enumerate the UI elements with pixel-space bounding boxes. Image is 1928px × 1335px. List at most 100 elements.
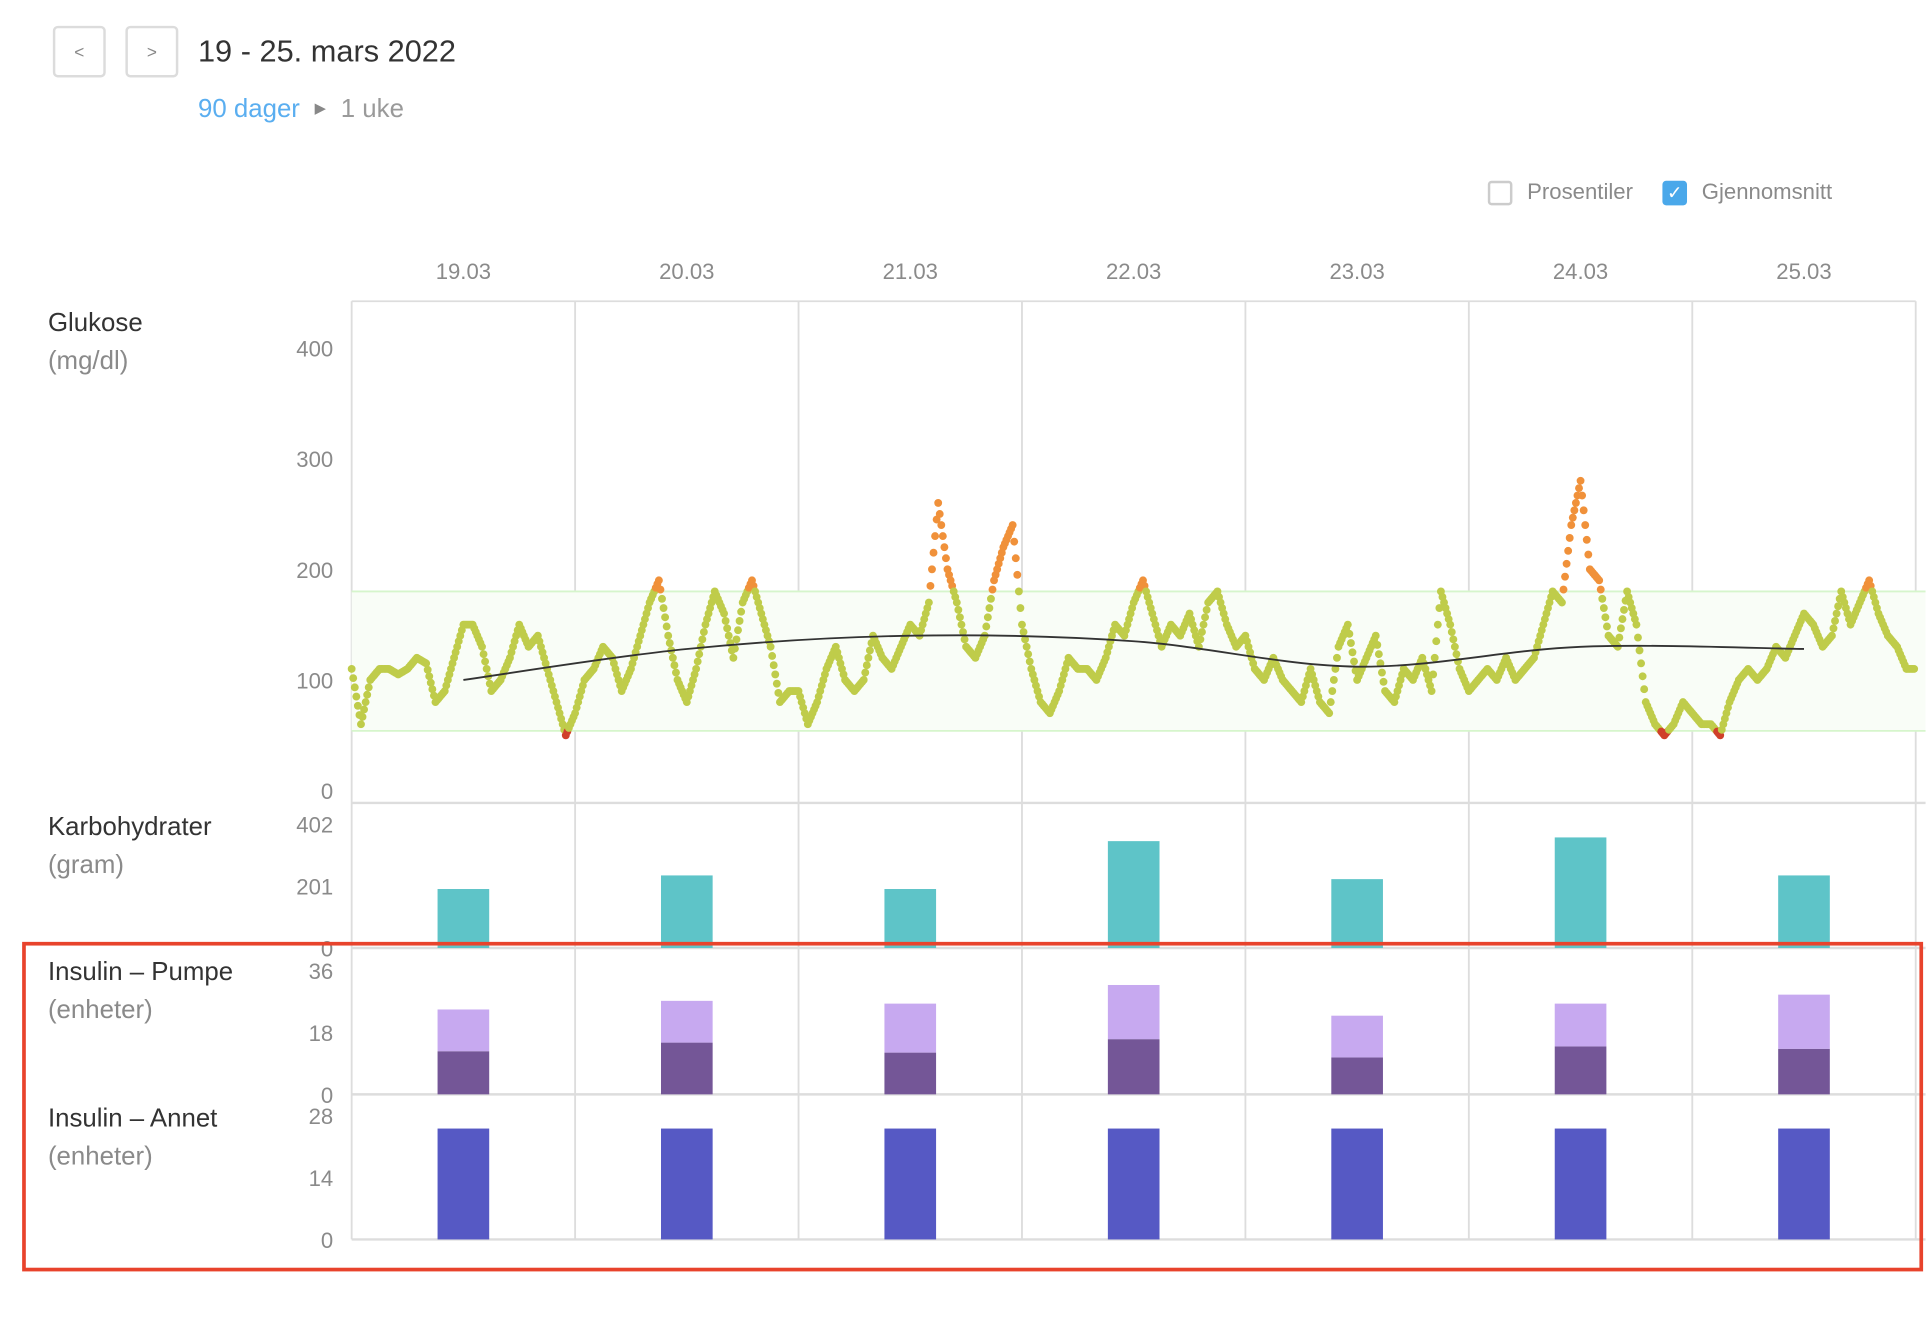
- glucose-point: [353, 701, 362, 710]
- glucose-point: [859, 676, 868, 684]
- glucose-point: [723, 624, 732, 633]
- glucose-point: [1325, 709, 1334, 718]
- day-label: 24.03: [1553, 259, 1608, 284]
- bolus-insulin-bar: [1778, 994, 1830, 1049]
- glucose-point: [665, 639, 674, 648]
- glucose-point: [1640, 685, 1649, 694]
- glucose-point: [1446, 620, 1455, 629]
- day-label: 21.03: [883, 259, 938, 284]
- glucose-point: [960, 635, 969, 644]
- day-label: 25.03: [1776, 259, 1831, 284]
- glucose-point: [926, 581, 935, 590]
- percentiles-checkbox[interactable]: Prosentiler: [1487, 180, 1633, 206]
- carbs-bar: [1778, 875, 1830, 949]
- glucose-title: Glukose: [47, 308, 143, 337]
- glucose-point: [1432, 637, 1441, 646]
- glucose-point: [942, 554, 950, 563]
- glucose-point: [1575, 484, 1583, 493]
- glucose-point: [769, 661, 778, 670]
- glucose-point: [364, 683, 373, 692]
- glucose-point: [937, 521, 946, 529]
- glucose-point: [1596, 585, 1605, 594]
- glucose-point: [1582, 535, 1591, 544]
- glucose-point: [1829, 624, 1838, 633]
- carbs-bar: [437, 889, 490, 949]
- glucose-point: [1379, 677, 1388, 686]
- bolus-insulin-bar: [1107, 984, 1160, 1040]
- glucose-point: [698, 635, 707, 644]
- glucose-point: [985, 604, 994, 612]
- glucose-point: [1019, 628, 1028, 636]
- glucose-point: [426, 678, 435, 687]
- glucose-point: [658, 594, 666, 603]
- glucose-point: [774, 688, 783, 697]
- carbs-bar: [1107, 841, 1160, 949]
- bolus-insulin-bar: [660, 1000, 713, 1043]
- glucose-point: [1827, 631, 1836, 640]
- glucose-point: [670, 661, 679, 670]
- glucose-point: [1333, 653, 1341, 662]
- glucose-point: [955, 613, 964, 622]
- glucose-point: [1615, 633, 1624, 642]
- other-insulin-bar: [660, 1128, 713, 1240]
- glucose-point: [423, 665, 432, 674]
- glucose-point: [1373, 640, 1382, 649]
- checkmark-icon: ✓: [1662, 180, 1688, 205]
- glucose-point: [1374, 650, 1383, 659]
- glucose-point: [1558, 598, 1566, 607]
- glucose-point: [1328, 687, 1337, 695]
- glucose-point: [1025, 657, 1034, 666]
- glucose-point: [737, 607, 746, 616]
- glucose-point: [982, 622, 991, 631]
- glucose-point: [1450, 642, 1459, 651]
- y-tick-label: 100: [296, 669, 333, 694]
- glucose-point: [1011, 554, 1020, 563]
- glucose-point: [768, 652, 777, 660]
- y-tick-label: 0: [321, 779, 333, 804]
- caret-right-icon: ▶: [314, 99, 327, 117]
- glucose-point: [1449, 635, 1458, 644]
- carbs-bar: [884, 889, 937, 949]
- glucose-point: [1632, 620, 1641, 629]
- glucose-point: [1346, 639, 1355, 648]
- glucose-point: [952, 598, 961, 607]
- glucose-point: [1378, 668, 1386, 677]
- glucose-point: [720, 609, 728, 618]
- glucose-point: [352, 692, 361, 701]
- glucose-point: [693, 657, 702, 666]
- glucose-point: [1559, 585, 1568, 594]
- glucose-point: [929, 548, 938, 557]
- chevron-right-icon: >: [146, 41, 157, 62]
- glucose-point: [482, 664, 491, 673]
- glucose-point: [668, 653, 677, 662]
- glucose-point: [1326, 698, 1335, 707]
- glucose-point: [695, 650, 704, 659]
- glucose-point: [1435, 604, 1444, 612]
- glucose-point: [1198, 628, 1206, 636]
- glucose-point: [983, 613, 992, 622]
- glucose-point: [1635, 646, 1644, 655]
- glucose-point: [479, 650, 488, 659]
- glucose-point: [766, 642, 775, 651]
- glucose-point: [1562, 559, 1571, 568]
- glucose-point: [940, 543, 949, 552]
- glucose-point: [934, 498, 943, 507]
- previous-week-button[interactable]: <: [52, 25, 106, 78]
- glucose-point: [1579, 506, 1588, 515]
- glucose-point: [363, 690, 372, 699]
- glucose-point: [1429, 670, 1438, 679]
- glucose-point: [1834, 602, 1843, 611]
- glucose-point: [347, 664, 356, 673]
- glucose-point: [656, 585, 665, 594]
- breadcrumb-90-days[interactable]: 90 dager: [197, 94, 300, 123]
- other-insulin-section-label: Insulin – Annet (enheter): [48, 1099, 217, 1175]
- day-label: 20.03: [659, 259, 714, 284]
- glucose-point: [361, 698, 370, 707]
- average-checkbox[interactable]: ✓ Gjennomsnitt: [1662, 180, 1832, 206]
- glucose-point: [699, 628, 708, 636]
- glucose-point: [1013, 570, 1022, 579]
- y-tick-label: 18: [309, 1021, 334, 1046]
- next-week-button[interactable]: >: [125, 25, 179, 78]
- glucose-point: [957, 620, 966, 629]
- other-insulin-bar: [1107, 1128, 1160, 1240]
